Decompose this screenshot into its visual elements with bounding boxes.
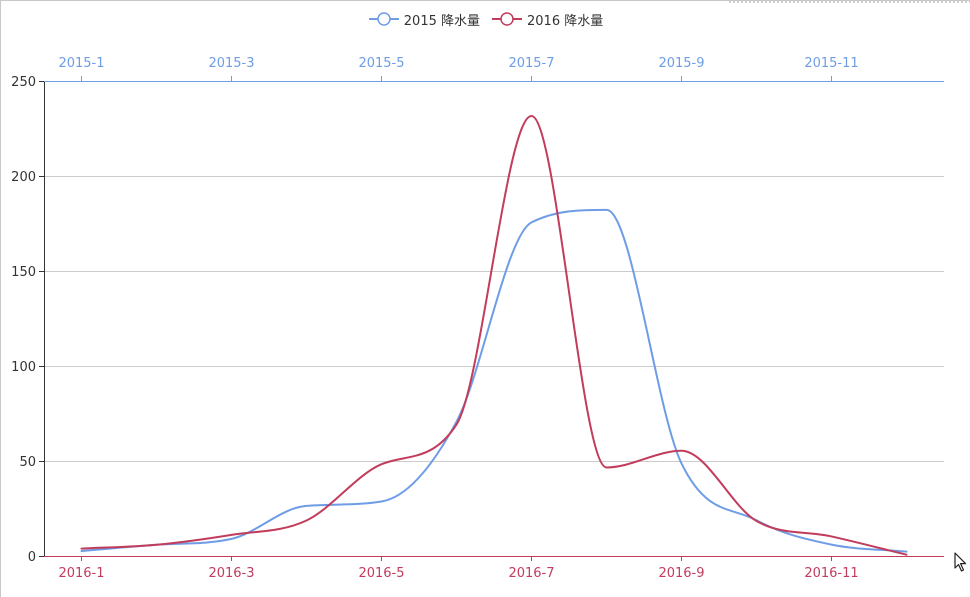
data-point-s1-0: [79, 546, 85, 552]
legend-item-2016[interactable]: 2016 降水量: [492, 10, 603, 29]
x-top-tick-label: 2015-11: [804, 56, 858, 71]
legend-circle-icon-2015: [368, 12, 399, 26]
x-bottom-tick-label: 2016-9: [658, 566, 704, 581]
legend-label-2016: 2016 降水量: [527, 13, 604, 29]
y-tick-label: 150: [11, 265, 36, 280]
y-tick-label: 250: [11, 75, 36, 90]
data-point-s0-10: [829, 542, 835, 548]
x-top-tick-label: 2015-3: [208, 56, 254, 71]
legend-label-2015: 2015 降水量: [403, 13, 480, 29]
x-bottom-tick-label: 2016-1: [58, 566, 104, 581]
mouse-pointer-icon: [954, 552, 967, 572]
data-point-s1-11: [904, 552, 910, 558]
chart-legend: 2015 降水量 2016 降水量: [1, 7, 970, 31]
data-point-s1-8: [679, 448, 685, 454]
x-bottom-tick-label: 2016-11: [804, 566, 858, 581]
data-point-s0-7: [604, 207, 610, 213]
data-point-s1-10: [829, 533, 835, 539]
data-point-s1-7: [604, 464, 610, 470]
legend-item-2015[interactable]: 2015 降水量: [368, 10, 480, 29]
data-point-s1-4: [379, 461, 385, 467]
y-tick-label: 100: [11, 360, 36, 375]
data-point-s1-6: [529, 113, 535, 119]
data-point-s1-3: [304, 517, 310, 523]
x-bottom-tick-label: 2016-7: [508, 566, 554, 581]
data-point-s1-5: [454, 422, 460, 428]
y-tick-label: 200: [11, 170, 36, 185]
data-point-s0-8: [679, 460, 685, 466]
x-top-tick-label: 2015-7: [508, 56, 554, 71]
x-bottom-tick-label: 2016-3: [208, 566, 254, 581]
legend-circle-icon-2016: [492, 12, 522, 26]
y-tick-label: 50: [19, 455, 36, 470]
x-top-tick-label: 2015-9: [658, 56, 704, 71]
data-point-s1-2: [229, 532, 235, 538]
y-tick-label: 0: [28, 550, 36, 565]
series-line-1: [80, 114, 908, 556]
x-bottom-tick-label: 2016-5: [358, 566, 404, 581]
data-point-s0-6: [529, 219, 535, 225]
data-point-s1-1: [154, 542, 160, 548]
data-point-s0-3: [304, 503, 310, 509]
data-point-s0-4: [379, 498, 385, 504]
window-edge-strip: [729, 1, 970, 3]
x-top-tick-label: 2015-5: [358, 56, 404, 71]
data-point-s1-9: [754, 518, 760, 524]
x-top-tick-label: 2015-1: [58, 56, 104, 71]
